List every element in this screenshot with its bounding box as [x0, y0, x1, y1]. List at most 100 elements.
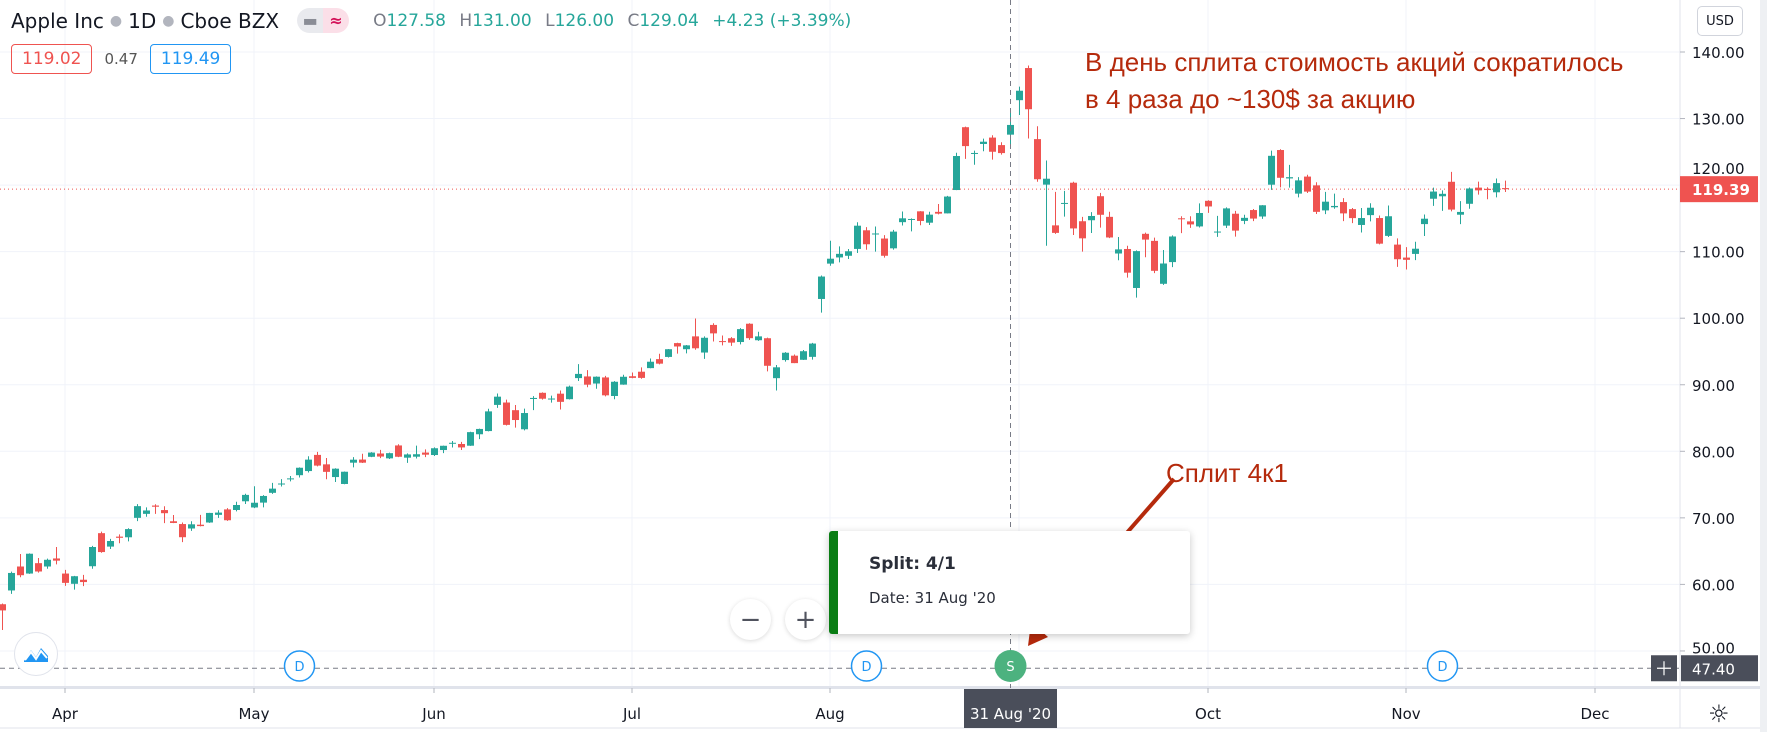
candle-body [1052, 225, 1059, 233]
candle-body [746, 323, 753, 339]
low-value: 126.00 [554, 10, 615, 31]
candle-body [1277, 150, 1284, 178]
candle-body [251, 502, 258, 508]
market-status-toggle[interactable]: ▬ ≈ [297, 8, 350, 33]
candle-body [692, 336, 699, 349]
dividend-marker-label: D [294, 660, 304, 675]
currency-button[interactable]: USD [1697, 6, 1743, 36]
candle-body [755, 336, 762, 341]
price-tick-label: 100.00 [1692, 310, 1745, 328]
candle-body [44, 559, 51, 567]
candle-body [1421, 218, 1428, 225]
candle-body [1313, 185, 1320, 212]
interval-label[interactable]: 1D [128, 8, 157, 33]
candle-body [224, 509, 231, 521]
time-tick-label: Nov [1391, 705, 1420, 723]
candle-body [854, 225, 861, 249]
plus-icon [1657, 661, 1671, 676]
dividend-event-marker[interactable] [283, 650, 316, 682]
candle-body [1079, 221, 1086, 239]
crosshair-price-badge [1681, 655, 1758, 682]
candle-body [431, 448, 438, 456]
approx-icon: ≈ [323, 8, 350, 33]
candle-body [1376, 218, 1383, 244]
time-tick-label: Oct [1195, 705, 1221, 723]
time-tick-label: May [238, 705, 269, 723]
time-tick-label: Jul [622, 705, 641, 723]
candle-body [314, 454, 321, 466]
candle-body [836, 253, 843, 258]
split-label-annotation[interactable]: Сплит 4к1 [1166, 458, 1288, 488]
candle-body [89, 546, 96, 567]
candle-body [80, 579, 87, 583]
split-annotation[interactable]: В день сплита стоимость акций сократилос… [1085, 44, 1623, 118]
open-value: 127.58 [386, 10, 446, 31]
buy-button[interactable]: 119.49 [149, 44, 232, 74]
candle-body [809, 343, 816, 357]
sell-button[interactable]: 119.02 [11, 44, 93, 74]
dividend-marker-label: D [861, 660, 871, 675]
candle-body [548, 398, 555, 400]
dividend-event-marker[interactable] [850, 650, 883, 682]
annotation-line-2: в 4 раза до ~130$ за акцию [1085, 84, 1416, 114]
settings-gear-icon[interactable]: ☼ [1708, 700, 1730, 728]
candle-body [989, 137, 996, 152]
zoom-in-button[interactable]: + [785, 599, 826, 640]
price-tick-label: 50.00 [1692, 639, 1735, 657]
candle-body [1106, 216, 1113, 238]
page-scrollbar[interactable] [1760, 0, 1767, 732]
candle-body [998, 145, 1005, 154]
candle-body [602, 377, 609, 396]
candle-body [1196, 212, 1203, 227]
candle-body [521, 413, 528, 430]
candle-body [566, 386, 573, 400]
candle-body [1097, 196, 1104, 215]
candle-body [125, 529, 132, 538]
exchange-label: Cboe BZX [180, 8, 280, 33]
tradingview-logo-button[interactable] [14, 632, 58, 676]
candle-body [863, 230, 870, 245]
last-price-label: 119.39 [1692, 181, 1750, 199]
candle-body [1115, 249, 1122, 254]
high-value: 131.00 [472, 10, 532, 31]
candle-body [233, 505, 240, 510]
candle-body [701, 337, 708, 353]
candle-body [1340, 202, 1347, 214]
candle-body [161, 510, 168, 514]
split-tooltip: Split: 4/1 Date: 31 Aug '20 [829, 531, 1190, 634]
symbol-name[interactable]: Apple Inc [11, 8, 104, 33]
candle-body [710, 324, 717, 334]
crosshair-price-label: 47.40 [1692, 660, 1735, 678]
candle-body [98, 533, 105, 553]
candle-body [242, 494, 249, 502]
candle-body [422, 452, 429, 455]
candle-body [926, 214, 933, 223]
split-event-marker[interactable] [994, 650, 1027, 682]
split-marker-label: S [1006, 660, 1014, 675]
candle-body [629, 376, 636, 378]
candle-body [341, 471, 348, 484]
candle-body [440, 445, 447, 451]
tradingview-logo-icon [24, 648, 48, 662]
candle-body [1043, 178, 1050, 185]
candle-body [287, 478, 294, 480]
candle-body [1493, 183, 1500, 193]
candle-body [1466, 188, 1473, 204]
zoom-out-button[interactable]: − [730, 599, 771, 640]
price-tick-label: 60.00 [1692, 576, 1735, 594]
candle-body [1457, 211, 1464, 215]
candle-body [818, 276, 825, 299]
candle-body [278, 483, 285, 485]
candle-body [1394, 244, 1401, 260]
symbol-header: Apple Inc ● 1D ● Cboe BZX ▬ ≈ O127.58 H1… [11, 8, 859, 33]
candle-body [296, 467, 303, 476]
candle-body [773, 367, 780, 379]
candle-body [1187, 221, 1194, 225]
close-value: 129.04 [639, 10, 699, 31]
candle-body [26, 553, 33, 574]
candle-body [1412, 248, 1419, 254]
dividend-event-marker[interactable] [1426, 650, 1459, 682]
candle-body [377, 453, 384, 457]
candle-body [1358, 218, 1365, 225]
